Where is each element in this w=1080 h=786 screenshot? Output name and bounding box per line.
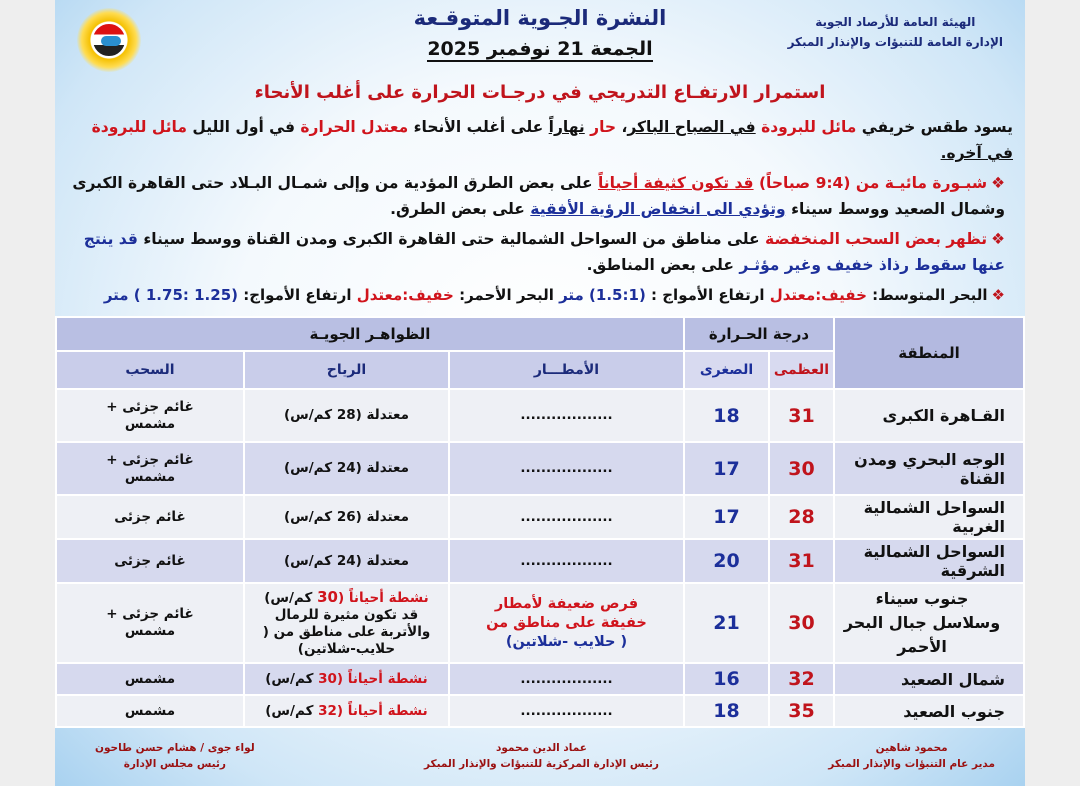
max-temp-cell: 32	[768, 662, 835, 696]
cloud-icon	[101, 36, 121, 46]
bulletin-text: يسود طقس خريفي مائل للبرودة في الصباح ال…	[55, 112, 1025, 316]
bullet-icon: ❖	[991, 230, 1005, 248]
forecast-table: المنطقة درجة الحـرارة الظواهـر الجويـة ا…	[54, 316, 1025, 728]
rain-cell: ..................	[447, 538, 685, 584]
table-row: القـاهرة الكبرى 31 18 ..................…	[54, 388, 1025, 443]
rain-cell: ..................	[447, 694, 685, 728]
wind-cell: معتدلة (28 كم/س)	[242, 388, 450, 443]
signature-forecast-director: محمود شاهين مدير عام التنبؤات والإنذار ال…	[828, 742, 995, 770]
region-cell: شمال الصعيد	[833, 662, 1025, 696]
organization-name: الهيئة العامة للأرصاد الجوية الإدارة الع…	[788, 12, 1003, 52]
region-cell: السواحل الشمالية الغربية	[833, 494, 1025, 540]
sea-bullet: ❖البحر المتوسط: خفيف:معتدل ارتفاع الأموا…	[103, 286, 1005, 304]
header-rain: الأمطـــار	[447, 350, 685, 390]
clouds-cell: مشمس	[54, 694, 245, 728]
header-min: الصغرى	[682, 350, 771, 390]
region-cell: جنوب الصعيد	[833, 694, 1025, 728]
max-temp-cell: 31	[768, 538, 835, 584]
signature-central-director: عماد الدين محمود رئيس الإدارة المركزية لل…	[423, 742, 659, 770]
min-temp-cell: 21	[682, 582, 771, 664]
header-max: العظمى	[768, 350, 835, 390]
summary-paragraph: يسود طقس خريفي مائل للبرودة في الصباح ال…	[91, 118, 1013, 162]
bulletin-date: الجمعة 21 نوفمبر 2025	[255, 38, 825, 62]
max-temp-cell: 30	[768, 582, 835, 664]
region-cell: جنوب سيناء وسلاسل جبال البحر الأحمر	[833, 582, 1025, 664]
date-text: الجمعة 21 نوفمبر 2025	[427, 38, 653, 62]
clouds-cell: غائم جزئى + مشمس	[54, 441, 245, 496]
rain-cell: ..................	[447, 662, 685, 696]
clouds-cell: غائم جزئى + مشمس	[54, 582, 245, 664]
signature-chairman: لواء جوى / هشام حسن طاحون رئيس مجلس الإدا…	[95, 742, 255, 770]
table-row: جنوب الصعيد 35 18 .................. نشط…	[54, 694, 1025, 728]
table-row: الوجه البحري ومدن القناة 30 17 .........…	[54, 441, 1025, 496]
min-temp-cell: 17	[682, 441, 771, 496]
clouds-bullet: ❖تظهر بعض السحب المنخفضة على مناطق من ال…	[83, 230, 1005, 274]
wind-cell: نشطة أحياناً (30 كم/س)	[242, 662, 450, 696]
org-line-1: الهيئة العامة للأرصاد الجوية	[815, 15, 976, 29]
header-region: المنطقة	[833, 316, 1025, 390]
wind-cell: معتدلة (24 كم/س)	[242, 441, 450, 496]
table-row: السواحل الشمالية الشرقية 31 20 .........…	[54, 538, 1025, 584]
bullet-icon: ❖	[991, 286, 1005, 304]
min-temp-cell: 18	[682, 694, 771, 728]
ema-logo	[77, 8, 141, 72]
max-temp-cell: 30	[768, 441, 835, 496]
max-temp-cell: 31	[768, 388, 835, 443]
wind-cell: نشطة أحياناً (30 كم/س) قد تكون مثيرة للرم…	[242, 582, 450, 664]
min-temp-cell: 17	[682, 494, 771, 540]
rain-cell: ..................	[447, 494, 685, 540]
org-line-2: الإدارة العامة للتنبؤات والإنذار المبكر	[787, 35, 1003, 49]
rain-cell: فرص ضعيفة لأمطار خفيفة على مناطق من( حلا…	[447, 582, 685, 664]
header-phenomena: الظواهـر الجويـة	[54, 316, 685, 352]
header-clouds: السحب	[54, 350, 245, 390]
clouds-cell: غائم جزئى + مشمس	[54, 388, 245, 443]
region-cell: القـاهرة الكبرى	[833, 388, 1025, 443]
table-row: السواحل الشمالية الغربية 28 17 .........…	[54, 494, 1025, 540]
clouds-cell: غائم جزئى	[54, 538, 245, 584]
min-temp-cell: 20	[682, 538, 771, 584]
clouds-cell: مشمس	[54, 662, 245, 696]
wind-cell: معتدلة (26 كم/س)	[242, 494, 450, 540]
fog-bullet: ❖شبـورة مائيـة من (9:4 صباحاً) قد تكون ك…	[72, 174, 1005, 218]
rain-cell: ..................	[447, 388, 685, 443]
bulletin-title: النشرة الجـوية المتوقـعة	[413, 6, 667, 30]
headline: استمرار الارتفـاع التدريجي في درجـات الح…	[254, 82, 826, 103]
wind-cell: معتدلة (24 كم/س)	[242, 538, 450, 584]
table-row: جنوب سيناء وسلاسل جبال البحر الأحمر 30 21…	[54, 582, 1025, 664]
bullet-icon: ❖	[991, 174, 1005, 192]
min-temp-cell: 18	[682, 388, 771, 443]
bulletin-page: الهيئة العامة للأرصاد الجوية الإدارة الع…	[54, 0, 1025, 786]
clouds-cell: غائم جزئى	[54, 494, 245, 540]
region-cell: السواحل الشمالية الشرقية	[833, 538, 1025, 584]
rain-cell: ..................	[447, 441, 685, 496]
min-temp-cell: 16	[682, 662, 771, 696]
header-wind: الرياح	[242, 350, 450, 390]
table-row: شمال الصعيد 32 16 .................. نشط…	[54, 662, 1025, 696]
bulletin-header: الهيئة العامة للأرصاد الجوية الإدارة الع…	[55, 0, 1025, 112]
signatures: محمود شاهين مدير عام التنبؤات والإنذار ال…	[55, 728, 1025, 786]
region-cell: الوجه البحري ومدن القناة	[833, 441, 1025, 496]
max-temp-cell: 35	[768, 694, 835, 728]
max-temp-cell: 28	[768, 494, 835, 540]
header-temperature: درجة الحـرارة	[682, 316, 836, 352]
wind-cell: نشطة أحياناً (32 كم/س)	[242, 694, 450, 728]
